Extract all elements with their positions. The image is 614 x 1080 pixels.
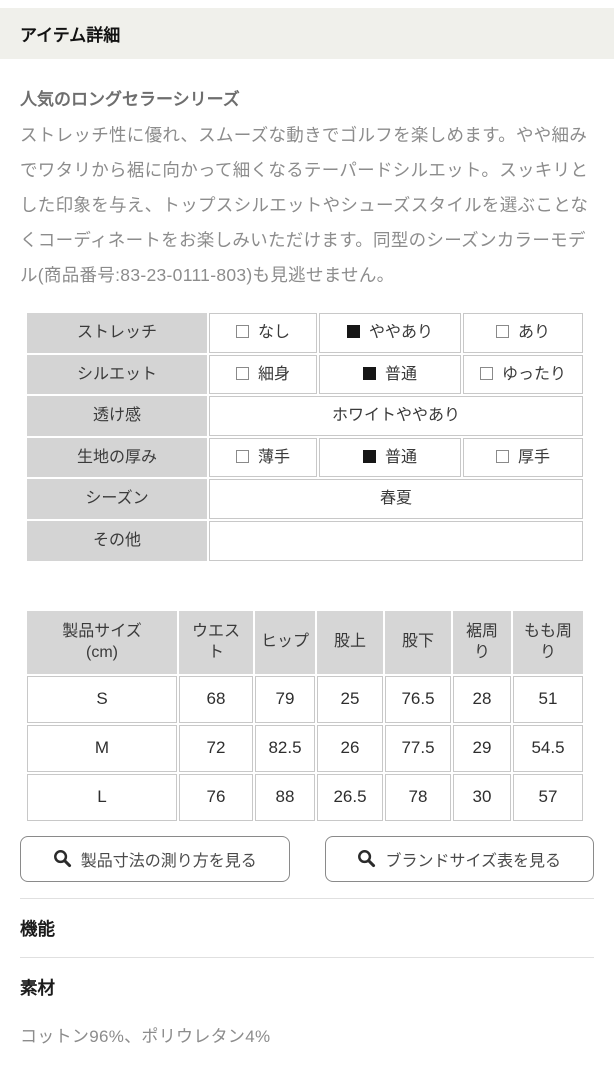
section-divider <box>20 897 594 899</box>
checkbox-icon <box>235 449 249 463</box>
size-value: 72 <box>179 724 253 772</box>
spec-option: なし <box>209 313 317 353</box>
option-label: なし <box>257 324 290 341</box>
checkbox-icon <box>362 366 376 380</box>
spec-row-thickness: 生地の厚み 薄手 普通 厚手 <box>27 437 583 478</box>
spec-option: 厚手 <box>463 437 583 478</box>
spec-option: 細身 <box>209 354 317 395</box>
option-label: あり <box>517 324 550 341</box>
spec-row-stretch: ストレッチ なし ややあり あり <box>27 313 583 353</box>
checkbox-icon <box>235 325 249 338</box>
size-value: 28 <box>453 675 511 723</box>
size-row-l: L 76 88 26.5 78 30 57 <box>27 773 583 821</box>
spec-option: あり <box>463 313 583 353</box>
checkbox-icon <box>235 366 249 380</box>
checkbox-icon <box>495 449 509 463</box>
spec-option: 薄手 <box>209 437 317 478</box>
function-section-title: 機能 <box>20 918 55 939</box>
size-row-s: S 68 79 25 76.5 28 51 <box>27 675 583 723</box>
spec-label-stretch: ストレッチ <box>27 313 207 353</box>
size-value: 79 <box>255 675 315 723</box>
size-value: 78 <box>385 773 451 821</box>
measure-guide-button[interactable]: 製品寸法の測り方を見る <box>20 835 290 882</box>
product-description: ストレッチ性に優れ、スムーズな動きでゴルフを楽しめます。やや細みでワタリから裾に… <box>20 125 589 285</box>
size-header-waist: ウエスト <box>179 610 253 674</box>
option-label: 普通 <box>384 448 417 466</box>
spec-option: ややあり <box>319 313 461 353</box>
spec-label-silhouette: シルエット <box>27 354 207 395</box>
spec-row-silhouette: シルエット 細身 普通 ゆったり <box>27 354 583 395</box>
size-value: 26.5 <box>317 773 383 821</box>
spec-label-sheerness: 透け感 <box>27 396 207 436</box>
size-header-rise: 股上 <box>317 610 383 674</box>
size-value: 54.5 <box>513 724 583 772</box>
item-detail-page: アイテム詳細 人気のロングセラーシリーズ ストレッチ性に優れ、スムーズな動きでゴ… <box>0 8 614 1047</box>
spec-table: ストレッチ なし ややあり あり シルエット 細身 普通 ゆったり 透け感 ホワ… <box>25 311 585 563</box>
size-row-m: M 72 82.5 26 77.5 29 54.5 <box>27 724 583 772</box>
checkbox-icon <box>479 366 493 380</box>
option-label: 薄手 <box>257 448 290 466</box>
size-value: 25 <box>317 675 383 723</box>
checkbox-icon <box>362 449 376 463</box>
size-header-inseam: 股下 <box>385 610 451 674</box>
spec-label-season: シーズン <box>27 479 207 519</box>
brand-size-label: ブランドサイズ表を見る <box>385 852 562 870</box>
size-header-hip: ヒップ <box>255 610 315 674</box>
size-value: 68 <box>179 675 253 723</box>
size-value: 82.5 <box>255 724 315 772</box>
size-name: L <box>27 773 177 821</box>
size-value: 30 <box>453 773 511 821</box>
option-label: 細身 <box>257 365 290 383</box>
checkbox-icon <box>495 325 509 338</box>
size-header-product: 製品サイズ (cm) <box>27 610 177 674</box>
spec-value-other <box>209 520 583 561</box>
option-label: 普通 <box>384 365 417 383</box>
option-label: 厚手 <box>517 448 550 466</box>
size-name: M <box>27 724 177 772</box>
size-table: 製品サイズ (cm) ウエスト ヒップ 股上 股下 裾周り もも周り S 68 … <box>25 609 585 823</box>
spec-row-other: その他 <box>27 520 583 561</box>
size-name: S <box>27 675 177 723</box>
spec-row-sheerness: 透け感 ホワイトややあり <box>27 396 583 436</box>
spec-label-thickness: 生地の厚み <box>27 437 207 478</box>
option-label: ゆったり <box>501 365 566 383</box>
search-icon <box>358 850 376 868</box>
section-divider <box>20 956 594 958</box>
spec-row-season: シーズン 春夏 <box>27 479 583 519</box>
spec-value-sheerness: ホワイトややあり <box>209 396 583 436</box>
size-value: 57 <box>513 773 583 821</box>
search-icon <box>53 850 71 868</box>
option-label: ややあり <box>368 324 433 341</box>
checkbox-icon <box>346 325 360 338</box>
measure-guide-label: 製品寸法の測り方を見る <box>80 852 257 870</box>
size-table-header-row: 製品サイズ (cm) ウエスト ヒップ 股上 股下 裾周り もも周り <box>27 610 583 674</box>
size-header-hem: 裾周り <box>453 610 511 674</box>
size-header-thigh: もも周り <box>513 610 583 674</box>
spec-value-season: 春夏 <box>209 479 583 519</box>
size-value: 76.5 <box>385 675 451 723</box>
spec-label-other: その他 <box>27 520 207 561</box>
spec-option: 普通 <box>319 437 461 478</box>
size-value: 26 <box>317 724 383 772</box>
item-detail-content: 人気のロングセラーシリーズ ストレッチ性に優れ、スムーズな動きでゴルフを楽しめま… <box>0 85 614 1047</box>
size-value: 77.5 <box>385 724 451 772</box>
size-value: 76 <box>179 773 253 821</box>
spec-option: 普通 <box>319 354 461 395</box>
series-subtitle: 人気のロングセラーシリーズ <box>20 90 240 109</box>
material-text: コットン96%、ポリウレタン4% <box>20 1026 271 1046</box>
size-value: 29 <box>453 724 511 772</box>
size-value: 88 <box>255 773 315 821</box>
spec-option: ゆったり <box>463 354 583 395</box>
size-value: 51 <box>513 675 583 723</box>
material-section-title: 素材 <box>20 977 55 998</box>
page-title: アイテム詳細 <box>0 8 614 59</box>
brand-size-button[interactable]: ブランドサイズ表を見る <box>324 835 594 882</box>
size-help-buttons: 製品寸法の測り方を見る ブランドサイズ表を見る <box>20 835 594 882</box>
